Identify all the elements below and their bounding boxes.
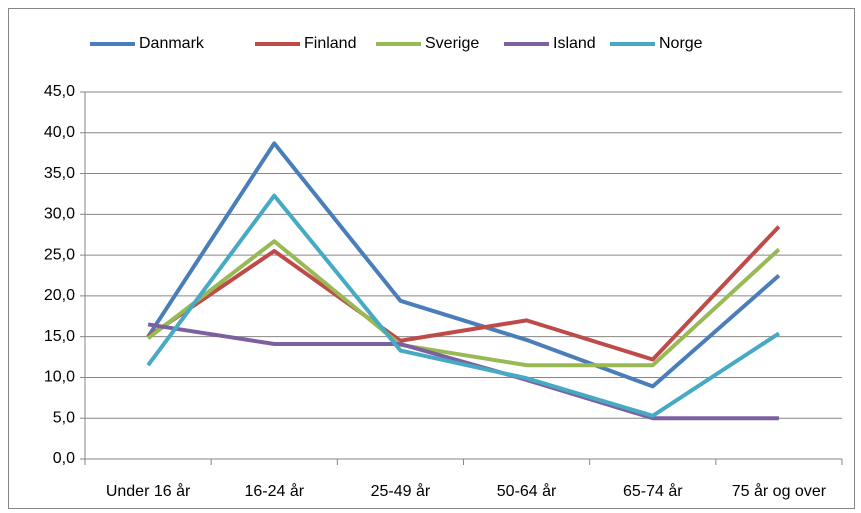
y-tick-label: 0,0	[53, 450, 75, 467]
y-tick-label: 5,0	[53, 409, 75, 426]
x-tick-label: 50-64 år	[497, 482, 557, 500]
y-tick-label: 35,0	[44, 165, 75, 182]
legend-label: Norge	[659, 35, 703, 52]
series-line	[146, 141, 781, 389]
chart-border	[8, 8, 855, 509]
y-tick-label: 25,0	[44, 246, 75, 263]
x-tick-label: 16-24 år	[244, 482, 304, 500]
y-tick-label: 10,0	[44, 369, 75, 386]
x-tick-label: 25-49 år	[371, 482, 431, 500]
legend-label: Sverige	[425, 35, 479, 52]
series-line	[146, 193, 781, 418]
legend-label: Danmark	[139, 35, 205, 52]
y-tick-label: 40,0	[44, 124, 75, 141]
x-tick-label: Under 16 år	[106, 482, 191, 500]
series-line	[146, 239, 781, 368]
y-tick-label: 30,0	[44, 206, 75, 223]
x-tick-label: 75 år og over	[732, 482, 827, 500]
series-line	[146, 225, 781, 362]
series-line	[147, 322, 779, 421]
y-tick-label: 20,0	[44, 287, 75, 304]
y-tick-label: 45,0	[44, 83, 75, 100]
legend-label: Island	[553, 35, 596, 52]
x-tick-label: 65-74 år	[623, 482, 683, 500]
y-tick-label: 15,0	[44, 328, 75, 345]
legend-label: Finland	[304, 35, 356, 52]
